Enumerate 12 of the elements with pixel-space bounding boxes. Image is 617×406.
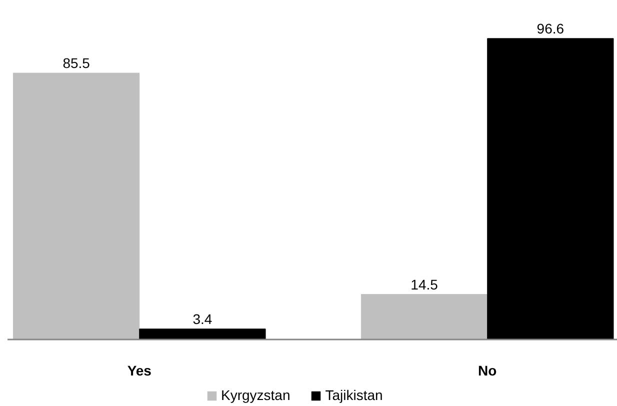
data-label: 96.6 [536,20,564,36]
data-label: 85.5 [62,55,90,72]
data-label: 3.4 [192,310,212,327]
legend-label: Tajikistan [325,387,383,403]
bar [360,294,488,340]
x-tick-label: Yes [127,362,152,378]
x-tick-label: No [478,362,497,378]
bar [487,38,614,340]
legend-label: Kyrgyzstan [221,387,290,403]
bar [139,328,266,340]
bar [12,72,140,340]
data-label: 14.5 [410,276,438,292]
